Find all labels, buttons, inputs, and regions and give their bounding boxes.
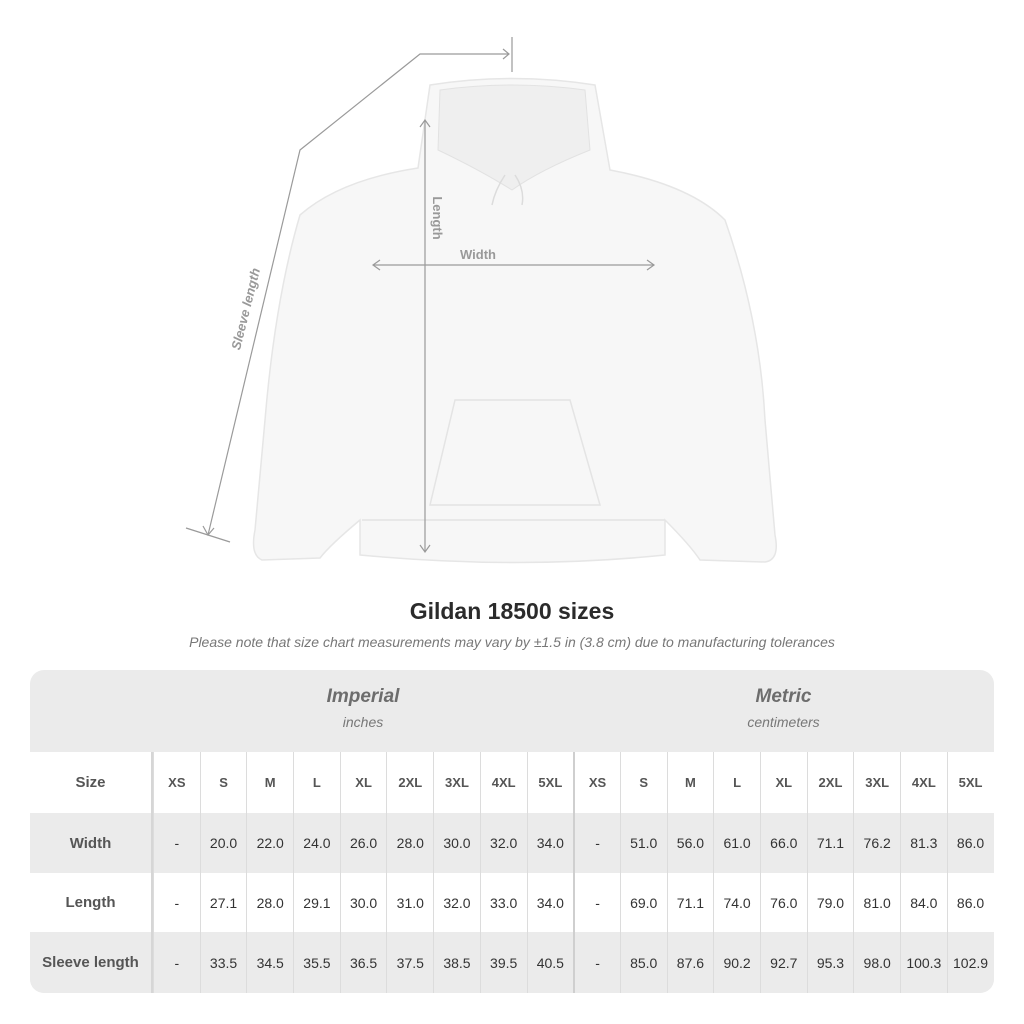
metric-unit: centimeters [747, 714, 820, 730]
size-header-cell: XL [759, 752, 807, 813]
metric-header: Metric centimeters [573, 686, 994, 730]
value-cell: 27.1 [199, 873, 247, 932]
value-cell: 79.0 [806, 873, 854, 932]
size-header-cell: 4XL [479, 752, 527, 813]
value-cell: 38.5 [433, 932, 480, 993]
header-row: Size XS S M L XL 2XL 3XL 4XL 5XL XS S M L XL 2XL 3XL 4XL 5… [30, 752, 994, 813]
value-cell: 56.0 [666, 813, 714, 873]
tolerance-note: Please note that size chart measurements… [189, 634, 835, 650]
value-cell: 35.5 [293, 932, 340, 993]
metric-title: Metric [755, 686, 812, 707]
hoodie-diagram: Sleeve length Length Width [185, 37, 777, 564]
row-label: Length [30, 873, 153, 932]
value-cell: 32.0 [479, 813, 527, 873]
sleeve-length-label: Sleeve length [228, 266, 263, 351]
value-cell: - [153, 873, 200, 932]
size-header-cell: 3XL [853, 752, 900, 813]
imperial-unit: inches [342, 714, 384, 730]
length-label: Length [430, 196, 445, 239]
size-header-cell: M [246, 752, 293, 813]
value-cell: 33.0 [479, 873, 527, 932]
value-cell: 34.5 [246, 932, 293, 993]
value-cell: 36.5 [339, 932, 387, 993]
value-cell: - [153, 813, 200, 873]
value-cell: 71.1 [666, 873, 714, 932]
size-header-cell: L [713, 752, 760, 813]
value-cell: 86.0 [946, 813, 994, 873]
value-cell: 76.2 [853, 813, 900, 873]
table-row: Sleeve length -33.5 34.5 35.5 36.5 37.5 38.5 39… [30, 932, 994, 993]
value-cell: 39.5 [479, 932, 527, 993]
size-header-cell: 2XL [806, 752, 854, 813]
value-cell: 31.0 [386, 873, 433, 932]
value-cell: 40.5 [526, 932, 574, 993]
value-cell: 84.0 [900, 873, 947, 932]
size-header-cell: 2XL [386, 752, 433, 813]
value-cell: 51.0 [619, 813, 667, 873]
size-header-cell: S [619, 752, 667, 813]
row-label: Sleeve length [30, 932, 153, 993]
value-cell: 22.0 [246, 813, 293, 873]
value-cell: 92.7 [759, 932, 807, 993]
value-cell: 87.6 [666, 932, 714, 993]
value-cell: 86.0 [946, 873, 994, 932]
imperial-title: Imperial [326, 686, 400, 707]
value-cell: 66.0 [759, 813, 807, 873]
value-cell: 34.0 [526, 813, 574, 873]
value-cell: 24.0 [293, 813, 340, 873]
value-cell: - [573, 932, 620, 993]
value-cell: - [153, 932, 200, 993]
size-header-cell: M [666, 752, 714, 813]
value-cell: 33.5 [199, 932, 247, 993]
size-header-cell: 5XL [946, 752, 994, 813]
value-cell: 29.1 [293, 873, 340, 932]
size-header-cell: XS [573, 752, 620, 813]
imperial-header: Imperial inches [153, 686, 573, 730]
value-cell: 37.5 [386, 932, 433, 993]
row-label: Width [30, 813, 153, 873]
row-label: Size [30, 752, 153, 813]
size-header-cell: 3XL [433, 752, 480, 813]
value-cell: 30.0 [433, 813, 480, 873]
value-cell: 26.0 [339, 813, 387, 873]
size-header-cell: 4XL [900, 752, 947, 813]
value-cell: - [573, 813, 620, 873]
value-cell: 81.0 [853, 873, 900, 932]
size-header-cell: XL [339, 752, 387, 813]
size-header-cell: 5XL [526, 752, 574, 813]
table-row: Width -20.0 22.0 24.0 26.0 28.0 30.0 32.0 34.0-5… [30, 813, 994, 873]
value-cell: 28.0 [386, 813, 433, 873]
width-label: Width [460, 247, 496, 262]
value-cell: - [573, 873, 620, 932]
value-cell: 102.9 [946, 932, 994, 993]
value-cell: 28.0 [246, 873, 293, 932]
size-table: Imperial inches Metric centimeters Size X… [30, 670, 994, 993]
value-cell: 74.0 [713, 873, 760, 932]
value-cell: 34.0 [526, 873, 574, 932]
value-cell: 71.1 [806, 813, 854, 873]
size-header-cell: L [293, 752, 340, 813]
value-cell: 81.3 [900, 813, 947, 873]
value-cell: 30.0 [339, 873, 387, 932]
value-cell: 32.0 [433, 873, 480, 932]
value-cell: 95.3 [806, 932, 854, 993]
hoodie-image [252, 77, 777, 564]
value-cell: 69.0 [619, 873, 667, 932]
value-cell: 100.3 [900, 932, 947, 993]
value-cell: 85.0 [619, 932, 667, 993]
value-cell: 90.2 [713, 932, 760, 993]
page-title: Gildan 18500 sizes [409, 598, 615, 624]
value-cell: 76.0 [759, 873, 807, 932]
size-header-cell: XS [153, 752, 200, 813]
value-cell: 61.0 [713, 813, 760, 873]
size-header-cell: S [199, 752, 247, 813]
measurement-lines [185, 37, 656, 554]
value-cell: 98.0 [853, 932, 900, 993]
table-row: Length -27.1 28.0 29.1 30.0 31.0 32.0 33.0 34.0-… [30, 873, 994, 932]
value-cell: 20.0 [199, 813, 247, 873]
